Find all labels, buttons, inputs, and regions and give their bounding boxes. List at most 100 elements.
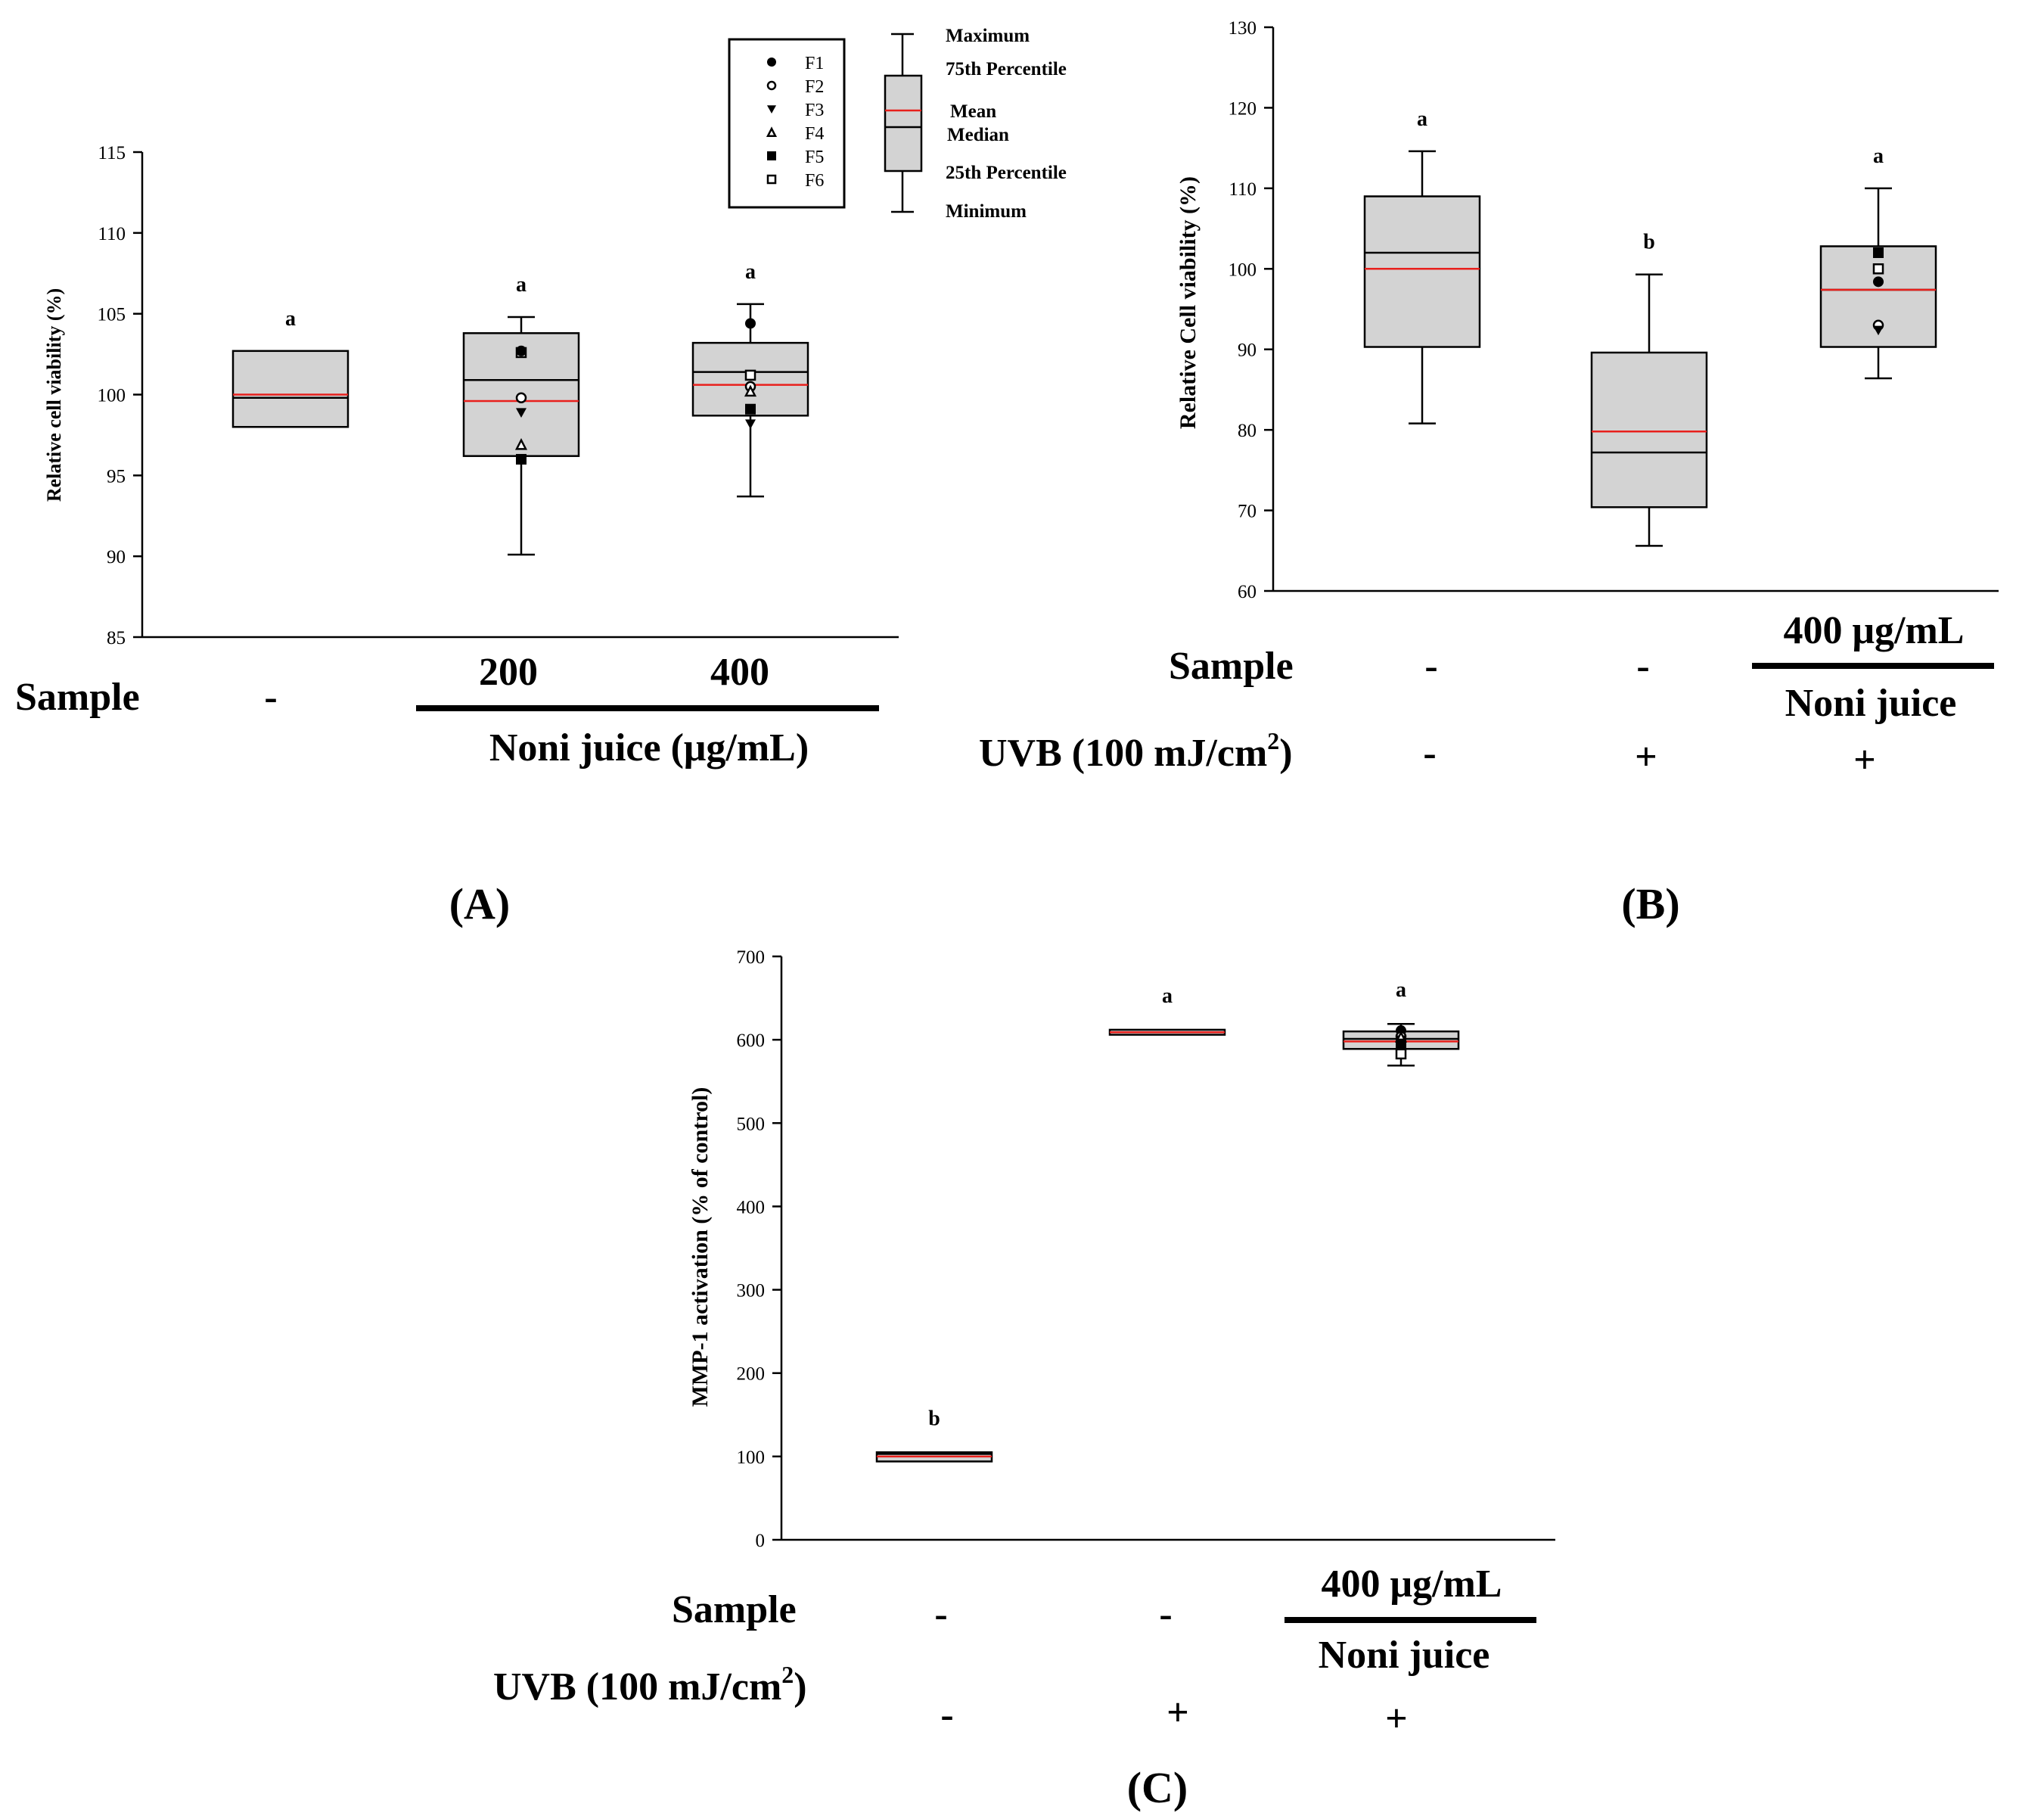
panel-a-chart: 85 90 95 100 105 110 115 Relative cell viabilit… <box>43 143 899 648</box>
panel-b-uvb-superscript: 2 <box>1267 727 1279 754</box>
panel-c-y-tick-label: 700 <box>737 947 766 968</box>
panel-c-uvb-text: UVB (100 mJ/cm <box>493 1665 781 1709</box>
panel-b-uvb-uvb: + <box>1635 735 1657 779</box>
data-point-f5 <box>1873 247 1884 258</box>
box-iqr <box>231 350 349 428</box>
legend-label-f2: F2 <box>805 77 824 97</box>
legend-label-f4: F4 <box>805 124 824 144</box>
legend-marker-f1 <box>767 58 776 67</box>
panel-a-box-2: a <box>462 273 580 556</box>
data-point-f5 <box>745 403 756 415</box>
panel-b-y-tick-label: 100 <box>1229 260 1257 280</box>
panel-b-y-tick-label: 60 <box>1238 582 1257 602</box>
panel-c-chart: 0 100 200 300 400 500 600 700 MMP-1 activation (… <box>688 947 1555 1551</box>
box-legend-labels: Maximum 75th Percentile Mean Median 25th… <box>946 26 1067 222</box>
box-legend <box>884 33 923 213</box>
panel-b-y-tick-label: 130 <box>1229 18 1257 39</box>
panel-b-group-dose: 400 μg/mL <box>1784 609 1965 652</box>
panel-b-box-1: a <box>1363 107 1481 424</box>
legend-median-label: Median <box>947 125 1009 145</box>
data-point-f4 <box>514 438 528 450</box>
panel-b-uvb-text: UVB (100 mJ/cm <box>979 732 1267 775</box>
panel-c-group-dose: 400 μg/mL <box>1322 1562 1502 1606</box>
panel-b-sample-uvb: - <box>1636 645 1649 688</box>
panel-a-sample-400: 400 <box>710 651 769 694</box>
panel-c-sample-uvb: - <box>1159 1593 1172 1636</box>
box-iqr <box>1590 351 1708 508</box>
panel-c-uvb-close: ) <box>794 1665 806 1709</box>
significance-letter: a <box>745 260 756 284</box>
data-point-f6 <box>1872 263 1884 275</box>
panel-b-chart: 60 70 80 90 100 110 120 130 Relative Cell viabil… <box>1176 18 1999 602</box>
panel-c-annotations: Sample - - 400 μg/mL Noni juice UVB (100… <box>493 1562 1536 1812</box>
significance-letter: a <box>1873 145 1884 168</box>
panel-b-uvb-control: - <box>1423 732 1436 775</box>
legend-marker-f5 <box>767 151 776 160</box>
legend-key: F1 F2 F3 F4 F5 F6 Maximum 75th Percentile Mea… <box>728 26 1067 222</box>
panel-b-y-tick-label: 80 <box>1238 421 1257 441</box>
legend-label-f1: F1 <box>805 54 824 73</box>
data-point-f4 <box>744 384 757 397</box>
panel-a-y-tick-label: 105 <box>98 305 126 325</box>
panel-c-y-tick-label: 300 <box>737 1281 766 1301</box>
data-point-f6 <box>1395 1048 1407 1060</box>
data-point-f5 <box>516 453 527 465</box>
panel-b-y-tick-label: 70 <box>1238 502 1257 522</box>
legend-mean-label: Mean <box>950 101 996 122</box>
panel-b-group-name: Noni juice <box>1785 682 1957 725</box>
panel-c-sample-row-label: Sample <box>672 1588 797 1631</box>
legend-box <box>884 74 923 173</box>
box-iqr <box>1363 195 1481 348</box>
panel-c-y-tick-label: 400 <box>737 1197 766 1217</box>
panel-b-caption: (B) <box>1621 879 1679 928</box>
legend-label-f5: F5 <box>805 148 824 167</box>
panel-a-y-tick-label: 100 <box>98 386 126 406</box>
panel-c-y-tick-label: 0 <box>756 1531 766 1551</box>
panel-c-uvb-uvb: + <box>1166 1691 1189 1734</box>
legend-maximum-label: Maximum <box>946 26 1030 46</box>
panel-b-box-2: b <box>1590 231 1708 547</box>
marker-legend-box <box>728 38 846 209</box>
panel-c-sample-control: - <box>934 1593 947 1636</box>
panel-b-sample-row-label: Sample <box>1169 645 1294 688</box>
panel-b-uvb-treated: + <box>1853 738 1876 782</box>
panel-c-box-1: b <box>875 1407 993 1463</box>
panel-c-y-tick-label: 600 <box>737 1031 766 1051</box>
legend-marker-f6 <box>766 174 777 185</box>
panel-a-caption: (A) <box>449 879 511 928</box>
data-point-f3 <box>745 419 756 429</box>
legend-p75-label: 75th Percentile <box>946 59 1067 79</box>
marker-legend-entries: F1 F2 F3 F4 F5 F6 <box>766 54 824 191</box>
panel-a-box-1: a <box>231 307 349 428</box>
panel-c-group-name: Noni juice <box>1319 1634 1490 1677</box>
data-point-f1 <box>1873 276 1884 288</box>
panel-b-uvb-row-label: UVB (100 mJ/cm2) <box>979 727 1293 775</box>
panel-a-y-tick-label: 115 <box>98 143 126 163</box>
significance-letter: a <box>1396 978 1406 1002</box>
panel-c-y-tick-label: 100 <box>737 1447 766 1468</box>
panel-a-y-tick-label: 95 <box>107 466 126 487</box>
panel-b-y-tick-label: 110 <box>1229 179 1257 200</box>
panel-a-y-axis-label: Relative cell viability (%) <box>43 288 65 502</box>
panel-b-y-tick-label: 90 <box>1238 340 1257 361</box>
panel-a-sample-200: 200 <box>479 651 538 694</box>
panel-c-uvb-row-label: UVB (100 mJ/cm2) <box>493 1661 807 1709</box>
panel-c-y-axis-label: MMP-1 activation (% of control) <box>688 1087 713 1407</box>
panel-b-y-tick-label: 120 <box>1229 98 1257 119</box>
data-point-f3 <box>516 408 527 418</box>
panel-a-annotations: Sample - 200 400 Noni juice (μg/mL) (A) <box>15 651 879 928</box>
data-point-f5 <box>1396 1038 1406 1049</box>
significance-letter: b <box>928 1407 940 1430</box>
panel-b-annotations: Sample - - 400 μg/mL Noni juice UVB (100… <box>979 609 1994 928</box>
legend-marker-f2 <box>766 80 777 91</box>
panel-a-group-label: Noni juice (μg/mL) <box>489 726 809 770</box>
significance-letter: a <box>1417 107 1427 131</box>
legend-p25-label: 25th Percentile <box>946 163 1067 183</box>
panel-c-caption: (C) <box>1127 1763 1188 1812</box>
panel-b-y-axis-label: Relative Cell viability (%) <box>1176 176 1201 429</box>
data-point-f1 <box>516 345 527 356</box>
panel-c-uvb-superscript: 2 <box>781 1661 794 1688</box>
panel-c-box-3: a <box>1342 978 1460 1067</box>
data-point-f3 <box>1873 325 1884 336</box>
